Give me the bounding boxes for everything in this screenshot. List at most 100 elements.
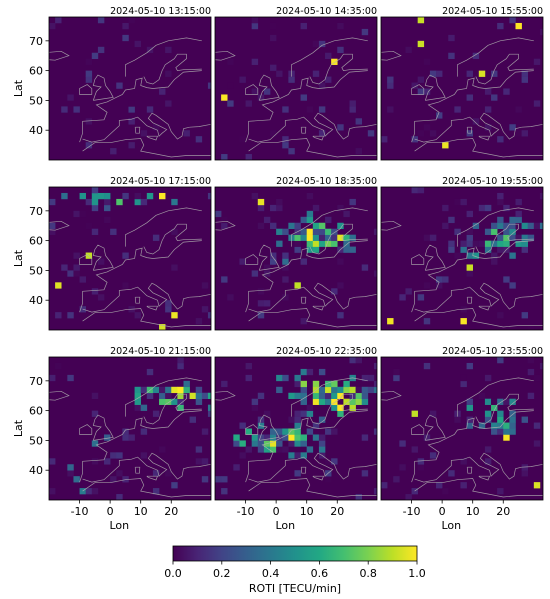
roti-cell	[454, 228, 461, 235]
roti-cell	[331, 234, 338, 241]
colorbar-ticks: 0.0 0.2 0.4 0.6 0.8 1.0	[164, 561, 426, 580]
roti-cell	[533, 100, 541, 107]
roti-cell	[251, 404, 259, 411]
coastline	[82, 452, 190, 483]
coastline	[258, 74, 280, 101]
roti-cell	[91, 458, 99, 465]
panel-title: 2024-05-10 23:55:00	[442, 346, 543, 357]
roti-cell	[251, 270, 259, 277]
roti-cell	[233, 434, 240, 441]
panel-title: 2024-05-10 17:15:00	[110, 176, 211, 187]
coastline	[79, 254, 93, 265]
colorbar-tick-label: 0.8	[359, 567, 377, 580]
roti-cell	[349, 398, 356, 405]
roti-cell	[91, 288, 99, 295]
roti-cell	[466, 288, 473, 295]
roti-cell	[128, 106, 135, 113]
roti-cell	[387, 76, 394, 83]
roti-cell	[325, 240, 332, 247]
coastline	[414, 138, 543, 158]
roti-cell	[454, 198, 461, 206]
roti-cell	[460, 374, 467, 382]
coastline	[134, 126, 141, 134]
roti-cell	[343, 386, 350, 394]
roti-cell	[146, 368, 154, 376]
roti-cell	[207, 192, 211, 200]
roti-cell	[165, 398, 172, 405]
coastline	[82, 478, 211, 498]
roti-cell	[288, 392, 295, 400]
coastline	[82, 112, 190, 143]
coastline	[125, 37, 202, 77]
roti-cell	[466, 416, 473, 423]
coastline	[215, 50, 236, 61]
roti-cell	[331, 386, 338, 394]
coastline	[478, 305, 491, 311]
roti-cell	[509, 282, 516, 289]
roti-cell	[239, 136, 246, 143]
roti-cell	[325, 52, 332, 60]
x-tick-label: 0	[107, 505, 114, 518]
roti-cells	[215, 192, 377, 325]
roti-cell	[472, 222, 480, 230]
roti-cell	[221, 476, 228, 483]
roti-cell	[306, 428, 314, 435]
roti-cell	[503, 434, 510, 441]
panel: 2024-05-10 17:15:00 40 50 60 70 Lat	[12, 176, 212, 331]
roti-cell	[91, 392, 99, 400]
roti-cell	[171, 482, 178, 489]
roti-cell	[227, 100, 234, 107]
roti-cell	[361, 386, 369, 394]
coastline	[478, 475, 491, 481]
roti-cell	[171, 228, 178, 235]
roti-cell	[497, 22, 504, 30]
roti-cell	[503, 234, 510, 241]
coastline	[79, 410, 202, 483]
roti-cell	[257, 94, 265, 101]
roti-cell	[355, 118, 363, 125]
y-tick-label: 40	[29, 294, 43, 307]
roti-cell	[484, 106, 492, 113]
roti-cell	[300, 392, 307, 400]
roti-cell	[294, 222, 301, 230]
roti-cell	[91, 198, 99, 206]
panel-background	[215, 17, 377, 160]
coastline	[414, 452, 522, 483]
roti-cell	[122, 192, 129, 200]
roti-cell	[373, 228, 377, 235]
roti-cell	[177, 386, 184, 394]
roti-cell	[448, 216, 455, 224]
roti-cell	[288, 440, 295, 447]
roti-cell	[325, 476, 332, 483]
roti-cell	[472, 52, 480, 60]
roti-cell	[104, 198, 111, 206]
roti-cell	[312, 40, 320, 48]
coastline	[125, 207, 202, 247]
roti-cell	[195, 458, 203, 465]
roti-cell	[417, 40, 425, 48]
roti-cell	[454, 252, 461, 259]
roti-cell	[497, 192, 504, 200]
panel-background	[215, 187, 377, 330]
roti-cell	[509, 422, 516, 429]
coastline	[457, 207, 534, 247]
roti-cell	[104, 192, 111, 200]
roti-cell	[288, 148, 295, 155]
coastline	[189, 123, 211, 128]
roti-cell	[318, 228, 326, 235]
roti-cell	[417, 76, 425, 83]
roti-cell	[318, 416, 326, 423]
roti-cell	[294, 246, 301, 253]
roti-cell	[491, 398, 498, 405]
roti-cell	[436, 112, 443, 119]
coastline	[49, 50, 70, 61]
roti-cell	[263, 216, 271, 224]
roti-cell	[85, 118, 93, 125]
roti-cell	[539, 28, 543, 36]
roti-cell	[509, 428, 516, 435]
coastline	[355, 463, 377, 468]
roti-cell	[300, 216, 307, 224]
roti-cell	[466, 252, 473, 259]
roti-cell	[61, 192, 68, 200]
roti-cell	[521, 240, 529, 247]
